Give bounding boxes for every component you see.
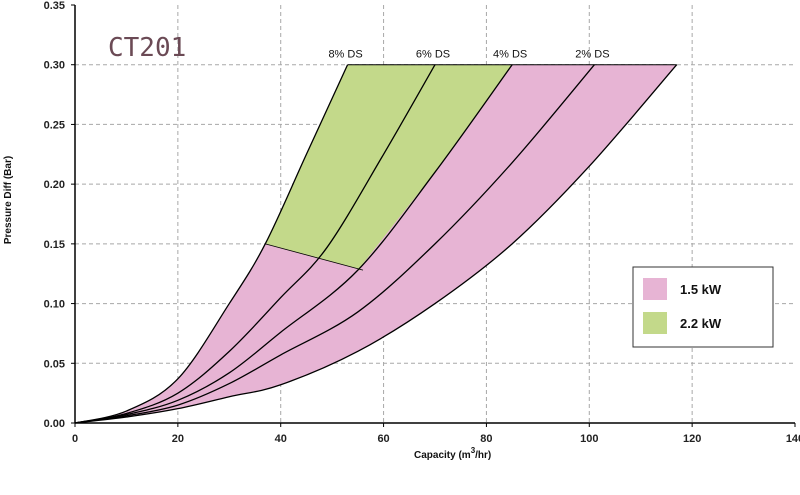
tick-labels: 0 20 40 60 80 100 120 140 0.00 0.05 0.10 0.15 0.20 0.… [44, 0, 800, 445]
y-tick-label: 0.35 [44, 0, 65, 12]
curve-8-ds [74, 64, 349, 424]
x-tick-label: 0 [72, 433, 78, 445]
curve-2-ds [74, 64, 595, 424]
curve-label: 8% DS [328, 49, 362, 61]
areas [75, 64, 677, 423]
x-tick-label: 80 [480, 433, 492, 445]
legend-swatch-2-2kw [643, 312, 667, 334]
x-axis-title-end: /hr) [475, 450, 491, 461]
y-tick-label: 0.25 [44, 119, 65, 131]
curve-labels: 8% DS 6% DS 4% DS 2% DS [328, 49, 609, 61]
x-tick-label: 60 [377, 433, 389, 445]
y-tick-label: 0.30 [44, 60, 65, 72]
x-axis-title: Capacity (m3/hr) [414, 446, 491, 461]
x-axis-title-sup: 3 [471, 446, 476, 455]
curve-label: 2% DS [575, 49, 609, 61]
curve-label: 6% DS [416, 49, 450, 61]
curve-4-ds [74, 64, 513, 424]
x-tick-label: 100 [580, 433, 598, 445]
curve-label: 4% DS [493, 49, 527, 61]
y-axis-title: Pressure Diff (Bar) [3, 156, 14, 244]
x-tick-label: 40 [275, 433, 287, 445]
legend: 1.5 kW 2.2 kW [632, 266, 774, 348]
axes [74, 5, 795, 424]
area-2-2kw [265, 64, 513, 271]
x-tick-label: 20 [172, 433, 184, 445]
curve-6-ds [74, 64, 436, 424]
y-tick-label: 0.20 [44, 179, 65, 191]
curve-outer [74, 64, 678, 424]
y-tick-label: 0.00 [44, 418, 65, 430]
curves [74, 64, 678, 424]
y-tick-label: 0.05 [44, 358, 65, 370]
legend-swatch-1-5kw [643, 278, 667, 300]
y-tick-label: 0.10 [44, 299, 65, 311]
x-tick-label: 120 [683, 433, 701, 445]
kw-boundary-line [265, 243, 364, 271]
legend-label-1-5kw: 1.5 kW [680, 282, 722, 297]
x-tick-label: 140 [786, 433, 800, 445]
legend-label-2-2kw: 2.2 kW [680, 316, 722, 331]
y-tick-label: 0.15 [44, 239, 65, 251]
chart-title: CT201 [108, 33, 186, 63]
x-axis-title-text: Capacity (m [414, 450, 471, 461]
